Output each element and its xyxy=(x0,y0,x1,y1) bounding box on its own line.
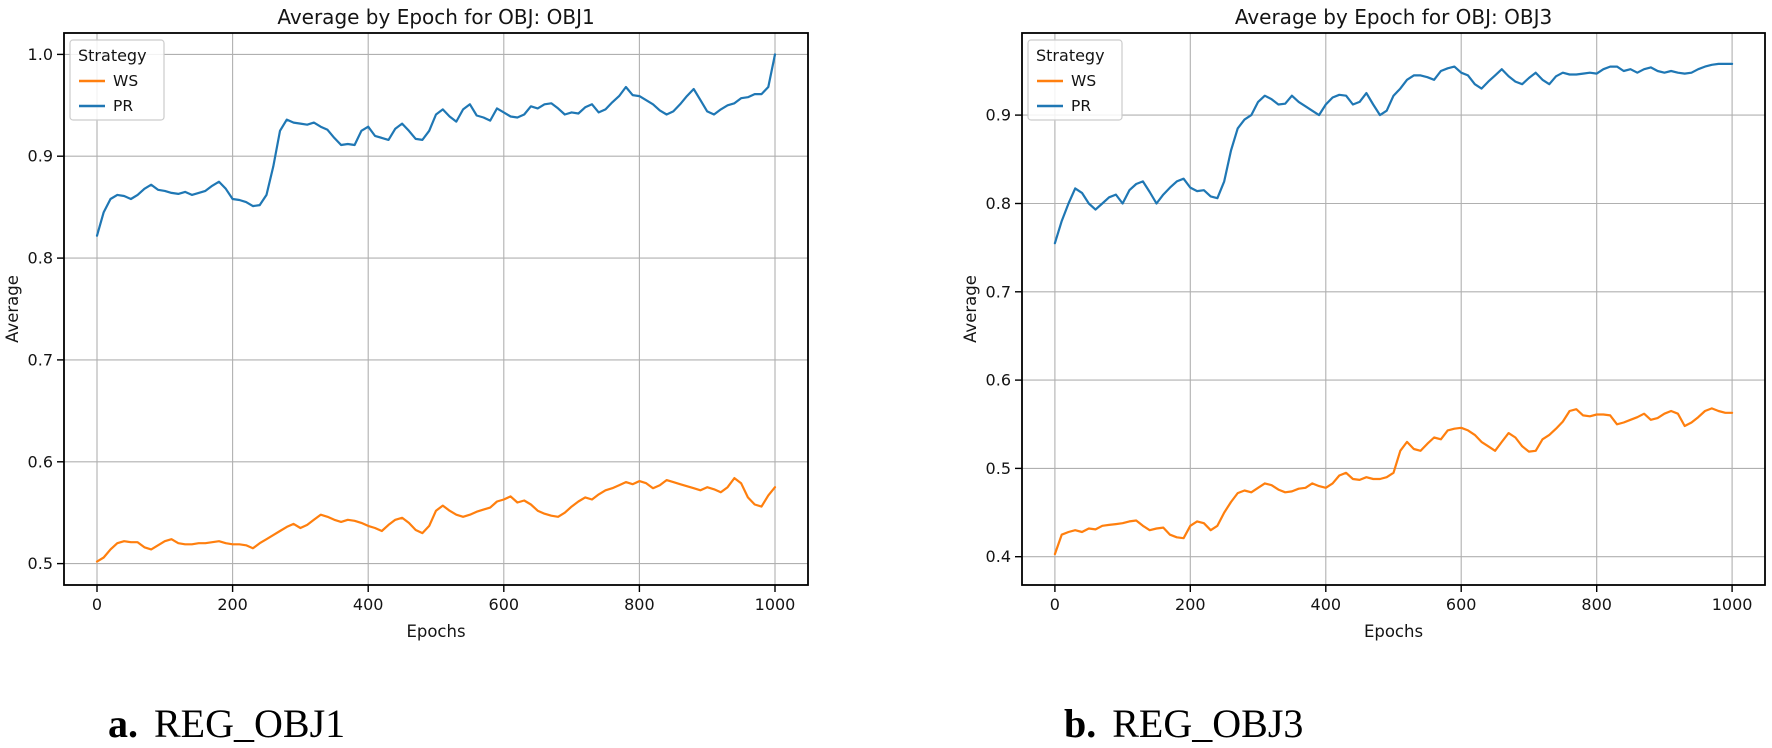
y-tick-label: 0.8 xyxy=(28,249,53,268)
legend-item-PR: PR xyxy=(1071,97,1091,115)
series-line-PR xyxy=(1053,62,1734,245)
y-tick-label: 0.5 xyxy=(28,554,53,573)
x-tick-label: 200 xyxy=(217,595,248,614)
caption-b-text: REG_OBJ3 xyxy=(1112,701,1304,746)
y-tick-label: 1.0 xyxy=(28,45,53,64)
y-tick-label: 0.8 xyxy=(986,194,1011,213)
y-tick-label: 0.4 xyxy=(986,547,1011,566)
subfigure-caption-b: b. REG_OBJ3 xyxy=(1064,700,1303,747)
series-line-PR xyxy=(95,53,777,237)
legend-item-WS: WS xyxy=(113,72,138,90)
x-tick-label: 0 xyxy=(1050,595,1060,614)
y-tick-label: 0.5 xyxy=(986,459,1011,478)
x-tick-label: 800 xyxy=(1581,595,1612,614)
y-axis-label: Average xyxy=(3,275,22,343)
y-tick-label: 0.6 xyxy=(28,452,53,471)
legend-title: Strategy xyxy=(1036,46,1105,65)
caption-a-text: REG_OBJ1 xyxy=(154,701,346,746)
x-tick-label: 200 xyxy=(1175,595,1206,614)
legend-item-WS: WS xyxy=(1071,72,1096,90)
chart-1: 0 200 400 600 800 1000 0.4 0.5 0.6 0.7 0.8 0.9 Avera… xyxy=(961,5,1766,641)
x-tick-label: 800 xyxy=(624,595,655,614)
caption-b-label: b. xyxy=(1064,701,1097,746)
x-tick-label: 400 xyxy=(353,595,384,614)
y-tick-label: 0.9 xyxy=(28,147,53,166)
series-line-WS xyxy=(1053,407,1734,556)
legend-title: Strategy xyxy=(78,46,147,65)
chart-title: Average by Epoch for OBJ: OBJ3 xyxy=(1235,5,1552,29)
x-tick-label: 600 xyxy=(1446,595,1477,614)
x-tick-label: 600 xyxy=(489,595,520,614)
chart-0: 0 200 400 600 800 1000 0.5 0.6 0.7 0.8 0.9 1.0 Avera… xyxy=(3,5,809,641)
x-tick-label: 1000 xyxy=(755,595,796,614)
plot-border xyxy=(63,32,809,586)
plot-border xyxy=(1021,32,1766,586)
y-tick-label: 0.7 xyxy=(28,350,53,369)
caption-a-label: a. xyxy=(108,701,138,746)
legend-box xyxy=(69,39,165,121)
x-tick-label: 1000 xyxy=(1712,595,1753,614)
legend-item-PR: PR xyxy=(113,97,133,115)
series-line-WS xyxy=(95,477,777,563)
x-axis-label: Epochs xyxy=(406,622,465,641)
x-tick-label: 0 xyxy=(92,595,102,614)
x-axis-label: Epochs xyxy=(1364,622,1423,641)
y-tick-label: 0.9 xyxy=(986,106,1011,125)
y-axis-label: Average xyxy=(961,275,980,343)
legend-box xyxy=(1027,39,1123,121)
subfigure-caption-a: a. REG_OBJ1 xyxy=(108,700,345,747)
x-tick-label: 400 xyxy=(1311,595,1342,614)
y-tick-label: 0.6 xyxy=(986,371,1011,390)
y-tick-label: 0.7 xyxy=(986,282,1011,301)
chart-title: Average by Epoch for OBJ: OBJ1 xyxy=(277,5,594,29)
